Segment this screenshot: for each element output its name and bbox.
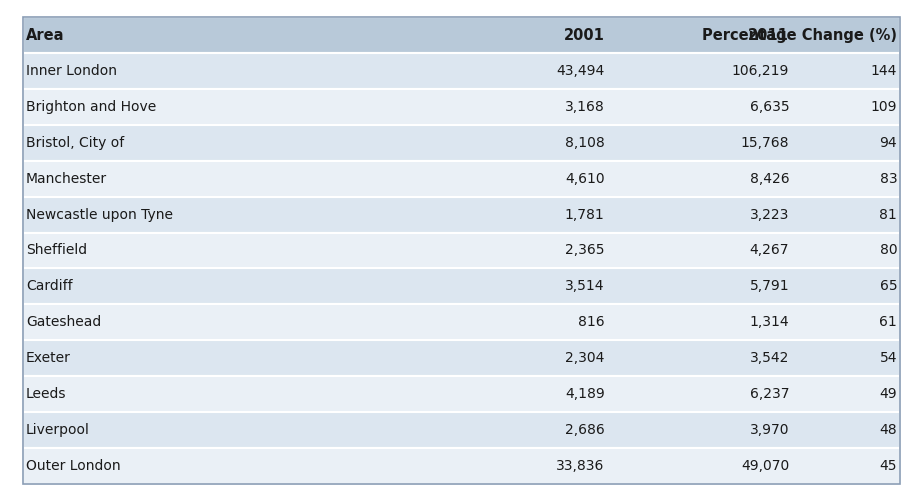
Bar [23,197,900,233]
Text: Inner London: Inner London [26,64,117,78]
Bar [23,125,900,161]
Bar [23,448,900,484]
Text: 43,494: 43,494 [557,64,605,78]
Text: 106,219: 106,219 [732,64,789,78]
Text: 15,768: 15,768 [740,136,789,150]
Text: Manchester: Manchester [26,172,107,186]
Text: 144: 144 [870,64,897,78]
Text: 4,189: 4,189 [565,387,605,401]
Text: 83: 83 [880,172,897,186]
Bar [23,17,900,53]
Bar [23,376,900,412]
Text: 3,168: 3,168 [565,100,605,114]
Text: Brighton and Hove: Brighton and Hove [26,100,156,114]
Text: 81: 81 [880,208,897,222]
Text: 4,610: 4,610 [565,172,605,186]
Text: 2001: 2001 [564,28,605,43]
Text: 49: 49 [880,387,897,401]
Text: Bristol, City of: Bristol, City of [26,136,124,150]
Text: 1,314: 1,314 [749,315,789,329]
Text: 65: 65 [880,279,897,293]
Text: 80: 80 [880,244,897,257]
Bar [23,53,900,89]
Bar [23,233,900,268]
Bar [23,161,900,197]
Text: 109: 109 [870,100,897,114]
Text: 2,686: 2,686 [565,423,605,437]
Text: Leeds: Leeds [26,387,66,401]
Bar [23,89,900,125]
Text: 61: 61 [880,315,897,329]
Text: 8,426: 8,426 [749,172,789,186]
Text: Exeter: Exeter [26,351,71,365]
Text: 33,836: 33,836 [557,459,605,473]
Text: 1,781: 1,781 [565,208,605,222]
Text: Newcastle upon Tyne: Newcastle upon Tyne [26,208,173,222]
Text: 48: 48 [880,423,897,437]
Text: 8,108: 8,108 [565,136,605,150]
Text: 2011: 2011 [749,28,789,43]
Text: 45: 45 [880,459,897,473]
Text: 94: 94 [880,136,897,150]
Text: 5,791: 5,791 [749,279,789,293]
Text: 4,267: 4,267 [749,244,789,257]
Bar [23,268,900,304]
Text: 54: 54 [880,351,897,365]
Bar [23,412,900,448]
Text: 2,304: 2,304 [565,351,605,365]
Text: Percentage Change (%): Percentage Change (%) [702,28,897,43]
Text: 2,365: 2,365 [565,244,605,257]
Text: 3,970: 3,970 [749,423,789,437]
Text: Sheffield: Sheffield [26,244,87,257]
Bar [23,304,900,340]
Text: 6,635: 6,635 [749,100,789,114]
Text: 3,223: 3,223 [749,208,789,222]
Text: Gateshead: Gateshead [26,315,102,329]
Text: 3,542: 3,542 [749,351,789,365]
Text: Liverpool: Liverpool [26,423,90,437]
Text: 49,070: 49,070 [741,459,789,473]
Text: Area: Area [26,28,65,43]
Text: Outer London: Outer London [26,459,121,473]
Text: Cardiff: Cardiff [26,279,73,293]
Text: 816: 816 [578,315,605,329]
Bar [23,340,900,376]
Text: 6,237: 6,237 [749,387,789,401]
Text: 3,514: 3,514 [565,279,605,293]
